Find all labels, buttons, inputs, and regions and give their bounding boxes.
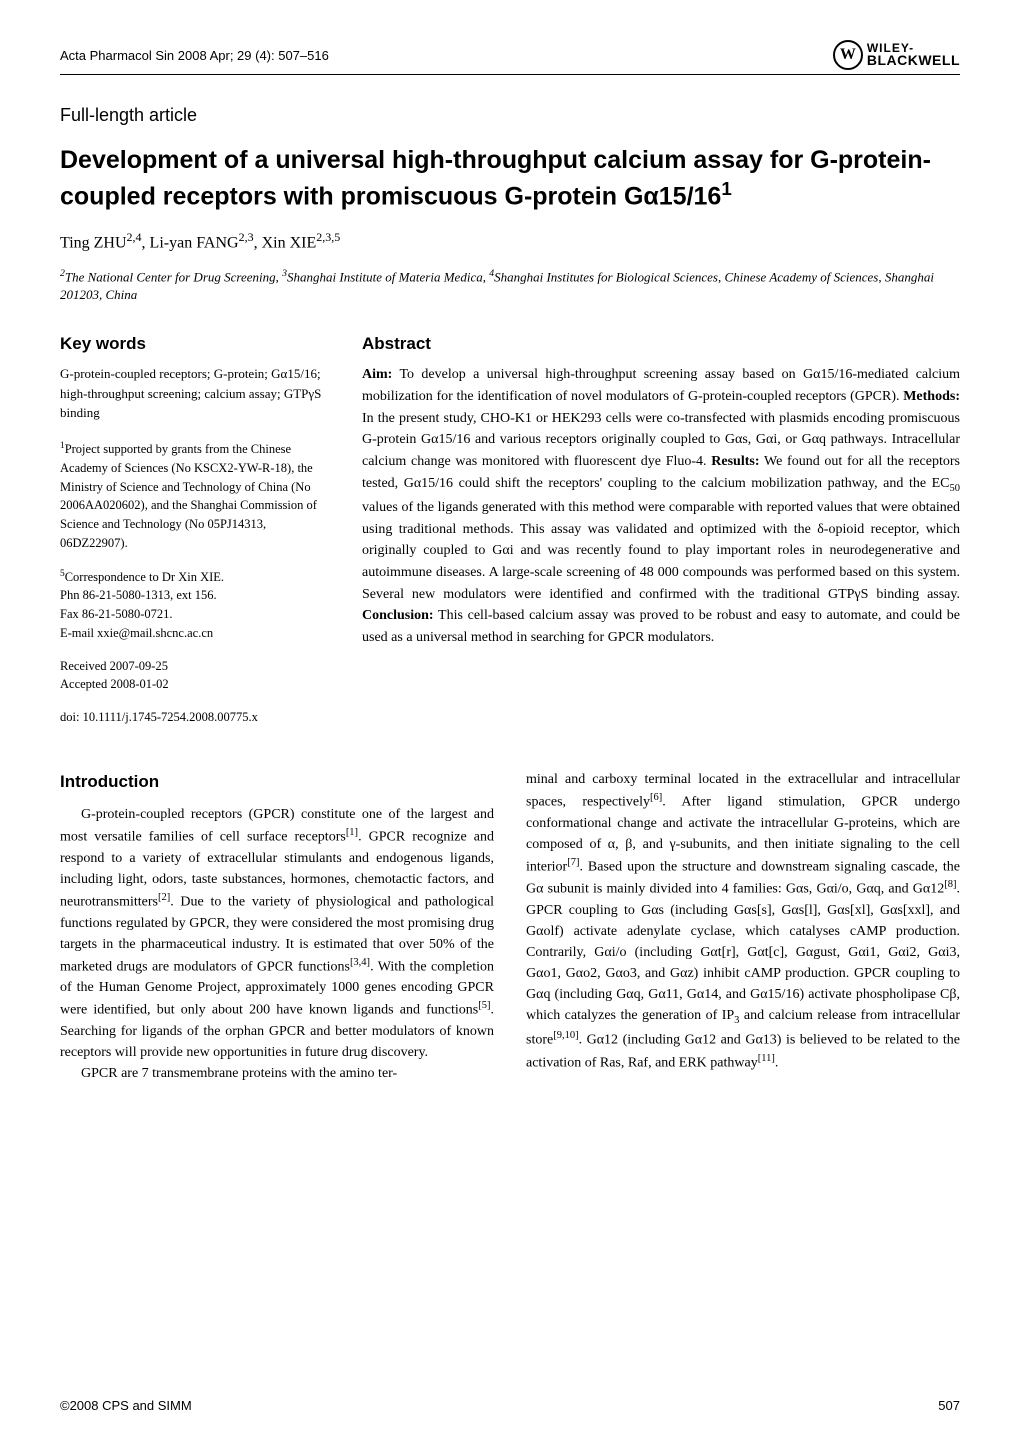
keywords-abstract-section: Key words G-protein-coupled receptors; G…: [60, 334, 960, 741]
keywords-text: G-protein-coupled receptors; G-protein; …: [60, 364, 330, 423]
intro-paragraph-1: G-protein-coupled receptors (GPCR) const…: [60, 804, 494, 1063]
author-list: Ting ZHU2,4, Li-yan FANG2,3, Xin XIE2,3,…: [60, 230, 960, 252]
dates-block: Received 2007-09-25 Accepted 2008-01-02: [60, 657, 330, 695]
body-left-column: Introduction G-protein-coupled receptors…: [60, 769, 494, 1084]
page-number: 507: [938, 1398, 960, 1413]
body-right-column: minal and carboxy terminal located in th…: [526, 769, 960, 1084]
abstract-text: Aim: To develop a universal high-through…: [362, 364, 960, 648]
left-sidebar: Key words G-protein-coupled receptors; G…: [60, 334, 330, 741]
correspondence-block: 5Correspondence to Dr Xin XIE. Phn 86-21…: [60, 567, 330, 643]
body-columns: Introduction G-protein-coupled receptors…: [60, 769, 960, 1084]
doi: doi: 10.1111/j.1745-7254.2008.00775.x: [60, 708, 330, 727]
funding-block: 1Project supported by grants from the Ch…: [60, 439, 330, 553]
publisher-logo: W WILEY- BLACKWELL: [833, 40, 960, 70]
abstract-column: Abstract Aim: To develop a universal hig…: [362, 334, 960, 741]
article-title: Development of a universal high-throughp…: [60, 144, 960, 212]
header-bar: Acta Pharmacol Sin 2008 Apr; 29 (4): 507…: [60, 40, 960, 75]
journal-citation: Acta Pharmacol Sin 2008 Apr; 29 (4): 507…: [60, 48, 329, 63]
page-footer: ©2008 CPS and SIMM 507: [60, 1398, 960, 1413]
abstract-heading: Abstract: [362, 334, 960, 354]
publisher-name: WILEY- BLACKWELL: [867, 43, 960, 66]
affiliations: 2The National Center for Drug Screening,…: [60, 267, 960, 305]
keywords-heading: Key words: [60, 334, 330, 354]
copyright: ©2008 CPS and SIMM: [60, 1398, 192, 1413]
wiley-w-icon: W: [833, 40, 863, 70]
article-type: Full-length article: [60, 105, 960, 126]
introduction-heading: Introduction: [60, 769, 494, 795]
intro-paragraph-2-cont: minal and carboxy terminal located in th…: [526, 769, 960, 1074]
intro-paragraph-2: GPCR are 7 transmembrane proteins with t…: [60, 1063, 494, 1084]
